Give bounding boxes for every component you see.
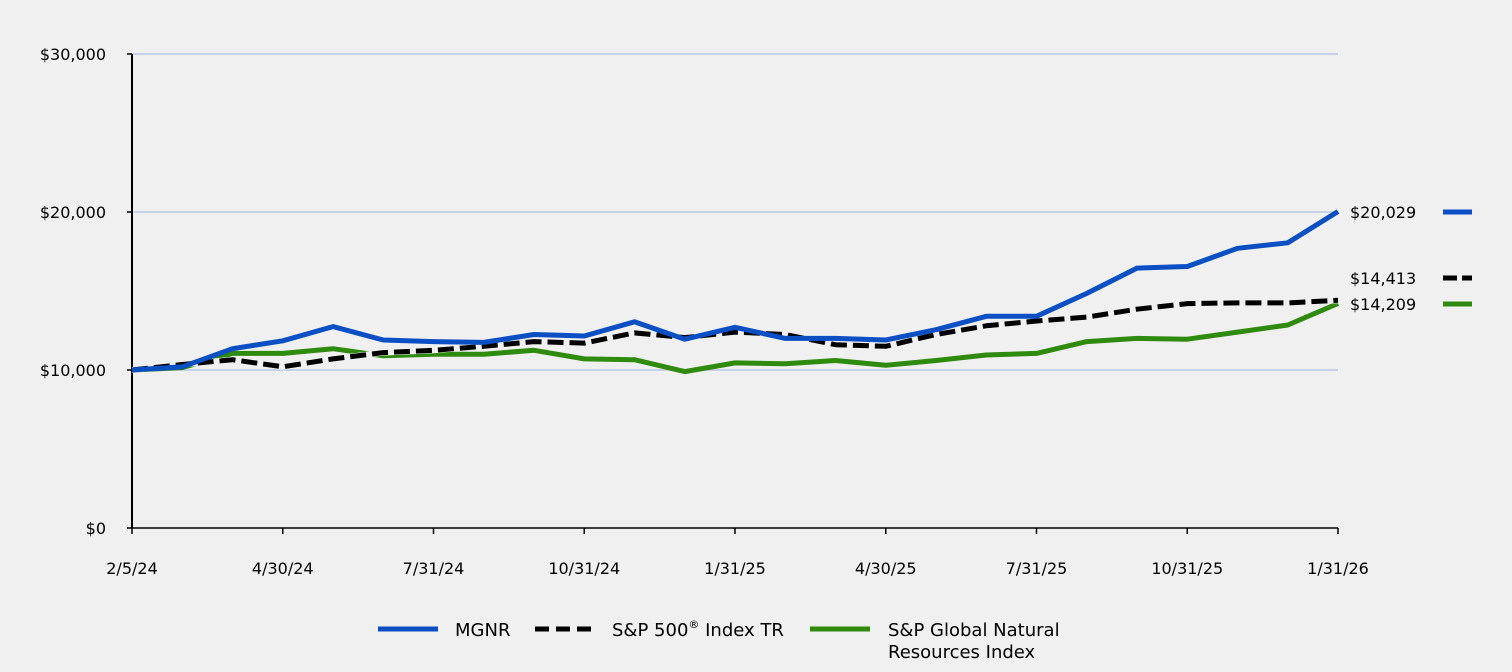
x-tick-label: 10/31/25 xyxy=(1151,559,1223,578)
x-axis-ticks: 2/5/24 4/30/24 7/31/24 10/31/24 1/31/25 4/30/… xyxy=(106,528,1369,578)
y-axis-ticks: $0 $10,000 $20,000 $30,000 xyxy=(40,45,132,538)
x-tick-label: 4/30/25 xyxy=(855,559,917,578)
series-line-natural-resources xyxy=(131,301,1339,375)
series-line-sp500 xyxy=(131,297,1339,373)
legend-label-sp500-main: S&P 500 xyxy=(612,620,688,641)
y-tick-label: $10,000 xyxy=(40,361,106,380)
legend-label-natural-resources-line2: Resources Index xyxy=(888,642,1036,663)
gridlines xyxy=(132,53,1338,371)
x-tick-label: 7/31/25 xyxy=(1006,559,1068,578)
x-tick-label: 1/31/25 xyxy=(704,559,766,578)
legend-label-mgnr: MGNR xyxy=(455,620,510,641)
legend-label-sp500-rest: Index TR xyxy=(699,620,784,641)
end-label-natural-resources: $14,209 xyxy=(1350,295,1416,314)
legend-label-natural-resources: S&P Global Natural xyxy=(888,620,1060,641)
y-tick-label: $0 xyxy=(86,519,106,538)
legend-label-sp500: S&P 500® Index TR xyxy=(612,618,784,641)
legend-label-natural-resources-line1: S&P Global Natural xyxy=(888,620,1060,641)
x-tick-label: 1/31/26 xyxy=(1307,559,1369,578)
legend: MGNR S&P 500® Index TR S&P Global Natura… xyxy=(378,618,1060,663)
series-lines xyxy=(131,209,1340,375)
series-line-mgnr xyxy=(131,209,1340,373)
x-tick-label: 2/5/24 xyxy=(106,559,158,578)
x-tick-label: 4/30/24 xyxy=(252,559,314,578)
x-tick-label: 10/31/24 xyxy=(548,559,620,578)
end-label-mgnr: $20,029 xyxy=(1350,203,1416,222)
y-tick-label: $30,000 xyxy=(40,45,106,64)
end-label-sp500: $14,413 xyxy=(1350,269,1416,288)
y-tick-label: $20,000 xyxy=(40,203,106,222)
legend-label-sp500-registered: ® xyxy=(688,618,699,631)
x-tick-label: 7/31/24 xyxy=(403,559,465,578)
end-labels: $20,029 $14,413 $14,209 xyxy=(1350,203,1472,314)
